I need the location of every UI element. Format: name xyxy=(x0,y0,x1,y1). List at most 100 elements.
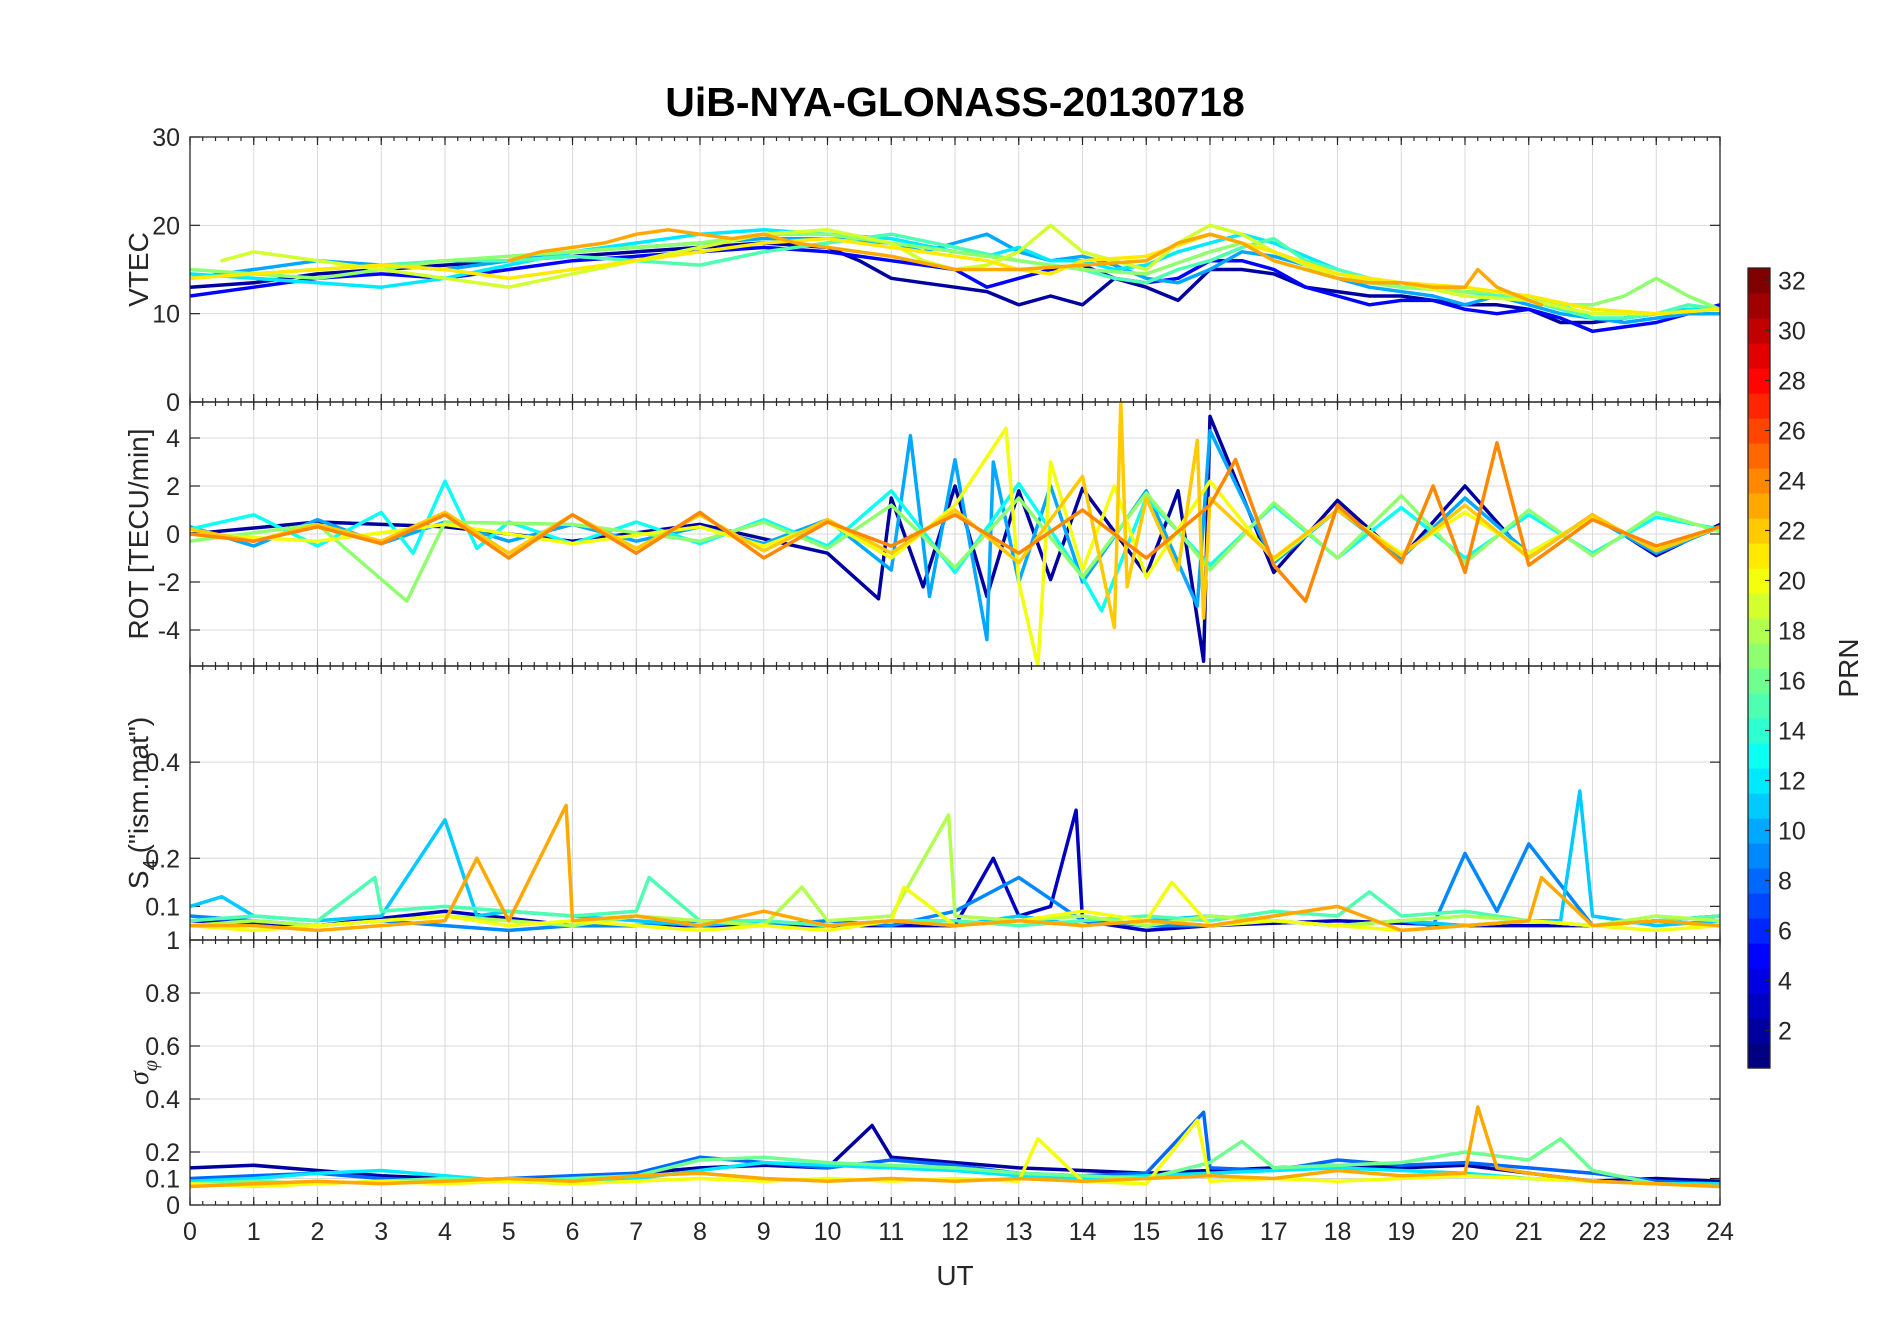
colorbar-label: PRN xyxy=(1833,638,1864,697)
y-axis-label-sub: φ xyxy=(140,1060,162,1071)
x-tick-label: 15 xyxy=(1132,1218,1160,1246)
colorbar-swatch xyxy=(1748,843,1770,869)
x-tick-label: 13 xyxy=(1005,1218,1033,1246)
x-tick-label: 17 xyxy=(1260,1218,1288,1246)
colorbar-swatch xyxy=(1748,1043,1770,1069)
series-group xyxy=(190,1105,1720,1189)
y-tick-label: 0.8 xyxy=(145,980,180,1008)
x-tick-label: 6 xyxy=(566,1218,580,1246)
y-tick-label: 0.1 xyxy=(145,1166,180,1194)
series-group xyxy=(190,223,1720,334)
colorbar-tick-label: 16 xyxy=(1778,668,1806,696)
colorbar-swatch xyxy=(1748,393,1770,419)
colorbar-tick-label: 32 xyxy=(1778,268,1806,296)
x-tick-label: 4 xyxy=(438,1218,452,1246)
y-axis-label-sub: 4 xyxy=(140,859,162,870)
colorbar-swatch xyxy=(1748,943,1770,969)
colorbar-swatch xyxy=(1748,293,1770,319)
x-axis-label: UT xyxy=(936,1260,973,1291)
x-tick-label: 2 xyxy=(311,1218,325,1246)
series-line-prn-20 xyxy=(190,1118,1720,1189)
panel-s4: 0.1 0.2 0.4 S4 ("ism.mat") xyxy=(123,665,1721,941)
colorbar-swatch xyxy=(1748,443,1770,469)
x-tick-label: 3 xyxy=(374,1218,388,1246)
y-axis-label-base: S xyxy=(123,870,154,889)
x-tick-label: 20 xyxy=(1451,1218,1479,1246)
colorbar-swatch xyxy=(1748,518,1770,544)
series-line-prn-20 xyxy=(190,426,1720,666)
y-tick-label: -2 xyxy=(158,569,180,597)
x-tick-label: 12 xyxy=(941,1218,969,1246)
colorbar-swatch xyxy=(1748,868,1770,894)
colorbar-swatch xyxy=(1748,643,1770,669)
colorbar-swatch xyxy=(1748,593,1770,619)
x-tick-label: 24 xyxy=(1706,1218,1734,1246)
y-tick-label: 10 xyxy=(152,301,180,329)
colorbar-tick-label: 6 xyxy=(1778,918,1792,946)
y-tick-label: 0 xyxy=(166,1192,180,1220)
y-tick-label: -4 xyxy=(158,617,180,645)
series-line-prn-9 xyxy=(190,842,1720,933)
colorbar-tick-label: 2 xyxy=(1778,1018,1792,1046)
colorbar-swatch xyxy=(1748,968,1770,994)
colorbar-tick-label: 20 xyxy=(1778,568,1806,596)
y-tick-label: 0 xyxy=(166,521,180,549)
series-group xyxy=(190,402,1720,666)
colorbar-swatch xyxy=(1748,793,1770,819)
colorbar-swatch xyxy=(1748,718,1770,744)
x-tick-label: 16 xyxy=(1196,1218,1224,1246)
x-tick-label: 19 xyxy=(1387,1218,1415,1246)
series-line-prn-22 xyxy=(190,402,1720,630)
y-tick-label: 0.1 xyxy=(145,893,180,921)
colorbar-tick-label: 10 xyxy=(1778,818,1806,846)
colorbar-swatch xyxy=(1748,818,1770,844)
x-tick-label: 23 xyxy=(1642,1218,1670,1246)
colorbar-swatch xyxy=(1748,668,1770,694)
colorbar-swatch xyxy=(1748,268,1770,294)
x-tick-label: 8 xyxy=(693,1218,707,1246)
colorbar-frame xyxy=(1747,267,1771,1069)
colorbar-swatch xyxy=(1748,368,1770,394)
colorbar-swatch xyxy=(1748,918,1770,944)
colorbar-tick-label: 22 xyxy=(1778,518,1806,546)
y-axis-label: VTEC xyxy=(123,232,154,307)
series-line-prn-23 xyxy=(190,803,1720,933)
series-line-prn-17 xyxy=(190,491,1720,603)
x-tick-label: 1 xyxy=(247,1218,261,1246)
y-tick-label: 0.2 xyxy=(145,1139,180,1167)
panel-rot: -4 -2 0 2 4 ROT [TECU/min] xyxy=(123,401,1721,667)
colorbar-swatch xyxy=(1748,543,1770,569)
series-line-prn-24 xyxy=(190,441,1720,603)
y-axis-label: σφ xyxy=(124,1060,162,1085)
chart-title: UiB-NYA-GLONASS-20130718 xyxy=(665,79,1245,125)
colorbar-tick-label: 24 xyxy=(1778,468,1806,496)
y-tick-label: 0.4 xyxy=(145,749,180,777)
colorbar-swatch xyxy=(1748,1018,1770,1044)
y-axis-label: S4 ("ism.mat") xyxy=(123,717,162,889)
y-axis-label: ROT [TECU/min] xyxy=(123,428,154,639)
colorbar-swatch xyxy=(1748,893,1770,919)
colorbar-swatch xyxy=(1748,743,1770,769)
colorbar-swatch xyxy=(1748,343,1770,369)
colorbar-swatch xyxy=(1748,993,1770,1019)
x-tick-label: 0 xyxy=(183,1218,197,1246)
y-tick-label: 4 xyxy=(166,425,180,453)
colorbar-tick-label: 30 xyxy=(1778,318,1806,346)
series-line-prn-23 xyxy=(507,228,1544,307)
colorbar-swatch xyxy=(1748,768,1770,794)
x-tick-label: 21 xyxy=(1515,1218,1543,1246)
x-tick-label: 10 xyxy=(814,1218,842,1246)
x-tick-label: 11 xyxy=(878,1218,904,1246)
x-tick-label: 14 xyxy=(1069,1218,1097,1246)
colorbar-tick-label: 26 xyxy=(1778,418,1806,446)
colorbar-tick-label: 12 xyxy=(1778,768,1806,796)
panel-sigma_phi: 00.10.2 0.4 0.6 0.8 1 σφ xyxy=(124,927,1721,1220)
colorbar-tick-label: 8 xyxy=(1778,868,1792,896)
panel-frame xyxy=(189,939,1721,1206)
colorbar-tick-label: 14 xyxy=(1778,718,1806,746)
series-line-prn-23 xyxy=(190,1105,1720,1189)
colorbar-swatch xyxy=(1748,568,1770,594)
